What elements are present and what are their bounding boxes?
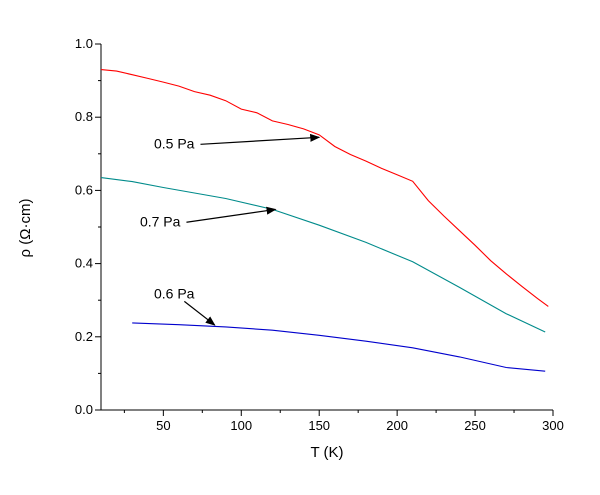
annotation-label: 0.7 Pa xyxy=(140,213,181,229)
x-tick-label: 200 xyxy=(386,418,408,433)
y-tick-label: 1.0 xyxy=(75,36,93,51)
x-tick-label: 50 xyxy=(156,418,170,433)
y-tick-label: 0.4 xyxy=(75,256,93,271)
annotation-layer: 0.5 Pa 0.7 Pa 0.6 Pa xyxy=(140,133,321,326)
series-layer xyxy=(100,69,549,372)
y-axis-label: ρ (Ω·cm) xyxy=(17,199,34,258)
x-tick-label: 100 xyxy=(230,418,252,433)
series-line-0-7-pa xyxy=(100,177,546,333)
y-tick-label: 0.2 xyxy=(75,329,93,344)
annotation-label: 0.6 Pa xyxy=(154,285,195,301)
x-tick-label: 250 xyxy=(464,418,486,433)
series-line-0-6-pa xyxy=(132,322,546,372)
series-line-0-5-pa xyxy=(100,69,549,307)
x-tick-label: 300 xyxy=(542,418,564,433)
x-tick-label: 150 xyxy=(308,418,330,433)
x-axis-ticks: 50 100 150 200 250 300 xyxy=(123,410,564,433)
y-tick-label: 0.8 xyxy=(75,109,93,124)
annotation-label: 0.5 Pa xyxy=(154,135,195,151)
y-tick-label: 0.6 xyxy=(75,182,93,197)
y-tick-label: 0.0 xyxy=(75,402,93,417)
y-axis-ticks: 0.0 0.2 0.4 0.6 0.8 1.0 xyxy=(75,36,101,417)
annotation-arrow xyxy=(186,206,277,223)
annotation-arrow xyxy=(183,300,216,326)
annotation-arrow xyxy=(200,133,321,145)
x-axis-label: T (K) xyxy=(310,444,343,461)
